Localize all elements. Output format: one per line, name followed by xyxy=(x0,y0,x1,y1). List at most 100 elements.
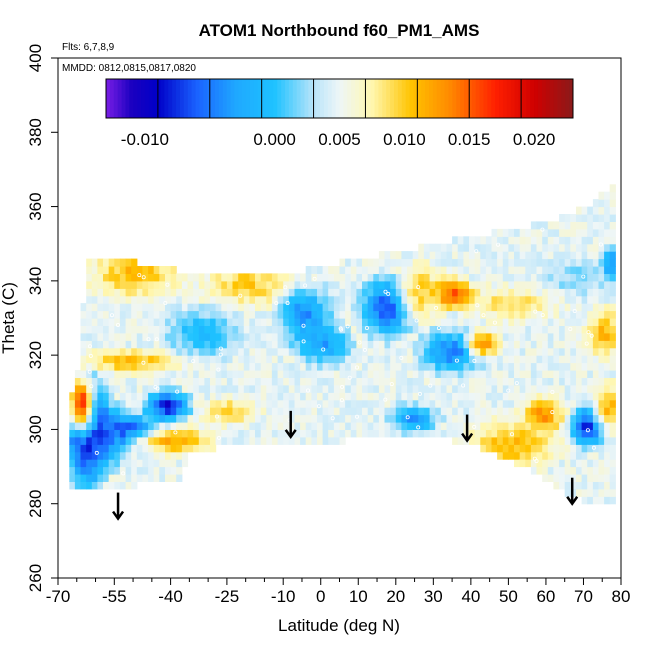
heatmap-cell xyxy=(542,436,549,445)
heatmap-cell xyxy=(547,221,554,230)
sample-point xyxy=(405,415,410,420)
heatmap-cell xyxy=(187,407,194,416)
heatmap-cell xyxy=(564,251,571,260)
heatmap-cell xyxy=(474,258,481,267)
heatmap-cell xyxy=(559,474,566,482)
heatmap-cell xyxy=(508,422,515,430)
heatmap-cell xyxy=(542,303,549,312)
heatmap-cell xyxy=(581,340,588,349)
sample-point xyxy=(362,347,367,352)
heatmap-cell xyxy=(598,377,605,386)
heatmap-cell xyxy=(86,422,93,430)
heatmap-cell xyxy=(131,332,138,341)
heatmap-cell xyxy=(497,325,504,334)
colorbar-segment xyxy=(374,79,379,118)
heatmap-cell xyxy=(176,325,183,334)
heatmap-cell xyxy=(497,429,504,438)
heatmap-cell xyxy=(119,370,127,378)
sample-point xyxy=(303,283,308,288)
heatmap-cell xyxy=(514,273,521,282)
heatmap-cell xyxy=(283,392,290,401)
heatmap-cell xyxy=(564,436,571,445)
heatmap-cell xyxy=(390,288,397,297)
heatmap-cell xyxy=(542,384,549,393)
heatmap-cell xyxy=(609,184,616,193)
heatmap-cell xyxy=(283,332,290,341)
colorbar-segment xyxy=(288,79,294,118)
heatmap-cell xyxy=(480,407,487,416)
heatmap-cell xyxy=(423,295,431,304)
heatmap-cell xyxy=(266,407,273,416)
y-tick-label: 360 xyxy=(26,192,45,220)
heatmap-cell xyxy=(530,377,538,386)
heatmap-cell xyxy=(587,273,594,282)
heatmap-cell xyxy=(148,273,155,282)
heatmap-cell xyxy=(153,318,160,326)
heatmap-cell xyxy=(429,266,436,274)
heatmap-cell xyxy=(407,429,414,438)
heatmap-cell xyxy=(530,288,538,297)
heatmap-cell xyxy=(243,295,250,304)
heatmap-cell xyxy=(378,258,386,267)
heatmap-cell xyxy=(80,459,87,468)
heatmap-cell xyxy=(581,243,588,252)
heatmap-cell xyxy=(226,399,234,408)
heatmap-cell xyxy=(350,347,357,356)
heatmap-cell xyxy=(530,422,538,430)
heatmap-cell xyxy=(288,362,295,371)
heatmap-cell xyxy=(80,392,87,401)
heatmap-cell xyxy=(598,422,605,430)
heatmap-cell xyxy=(491,288,498,297)
heatmap-cell xyxy=(598,303,605,312)
heatmap-cell xyxy=(401,362,408,371)
heatmap-cell xyxy=(131,481,138,490)
heatmap-cell xyxy=(215,399,222,408)
colorbar-segment xyxy=(261,79,267,118)
heatmap-cell xyxy=(435,273,442,282)
heatmap-cell xyxy=(519,266,526,274)
heatmap-cell xyxy=(300,318,307,326)
heatmap-cell xyxy=(485,303,493,312)
heatmap-cell xyxy=(198,362,205,371)
heatmap-cell xyxy=(260,280,267,289)
heatmap-cell xyxy=(187,399,194,408)
heatmap-cell xyxy=(519,429,526,438)
heatmap-cell xyxy=(542,399,549,408)
heatmap-cell xyxy=(255,273,262,282)
heatmap-cell xyxy=(91,288,98,297)
heatmap-cell xyxy=(119,436,127,445)
heatmap-cell xyxy=(604,474,611,482)
heatmap-cell xyxy=(243,399,250,408)
heatmap-cell xyxy=(350,288,357,297)
heatmap-cell xyxy=(542,377,549,386)
heatmap-cell xyxy=(322,436,329,445)
heatmap-cell xyxy=(609,199,616,208)
heatmap-cell xyxy=(446,377,453,386)
heatmap-cell xyxy=(491,295,498,304)
heatmap-cell xyxy=(103,444,110,453)
heatmap-cell xyxy=(305,392,312,401)
heatmap-cell xyxy=(587,221,594,230)
heatmap-cell xyxy=(390,414,397,423)
heatmap-cell xyxy=(474,347,481,356)
heatmap-cell xyxy=(390,399,397,408)
heatmap-cell xyxy=(215,325,222,334)
heatmap-cell xyxy=(136,288,143,297)
heatmap-cell xyxy=(525,280,532,289)
heatmap-cell xyxy=(322,355,329,364)
colorbar-segment xyxy=(277,79,282,118)
heatmap-cell xyxy=(97,444,104,453)
heatmap-cell xyxy=(328,273,335,282)
heatmap-cell xyxy=(339,332,346,341)
heatmap-cell xyxy=(412,280,419,289)
heatmap-cell xyxy=(378,303,386,312)
heatmap-cell xyxy=(497,340,504,349)
heatmap-cell xyxy=(266,414,273,423)
heatmap-cell xyxy=(423,370,431,378)
heatmap-cell xyxy=(542,258,549,267)
heatmap-cell xyxy=(277,429,284,438)
heatmap-cell xyxy=(226,295,234,304)
heatmap-cell xyxy=(508,273,515,282)
heatmap-cell xyxy=(350,370,357,378)
heatmap-cell xyxy=(232,295,239,304)
